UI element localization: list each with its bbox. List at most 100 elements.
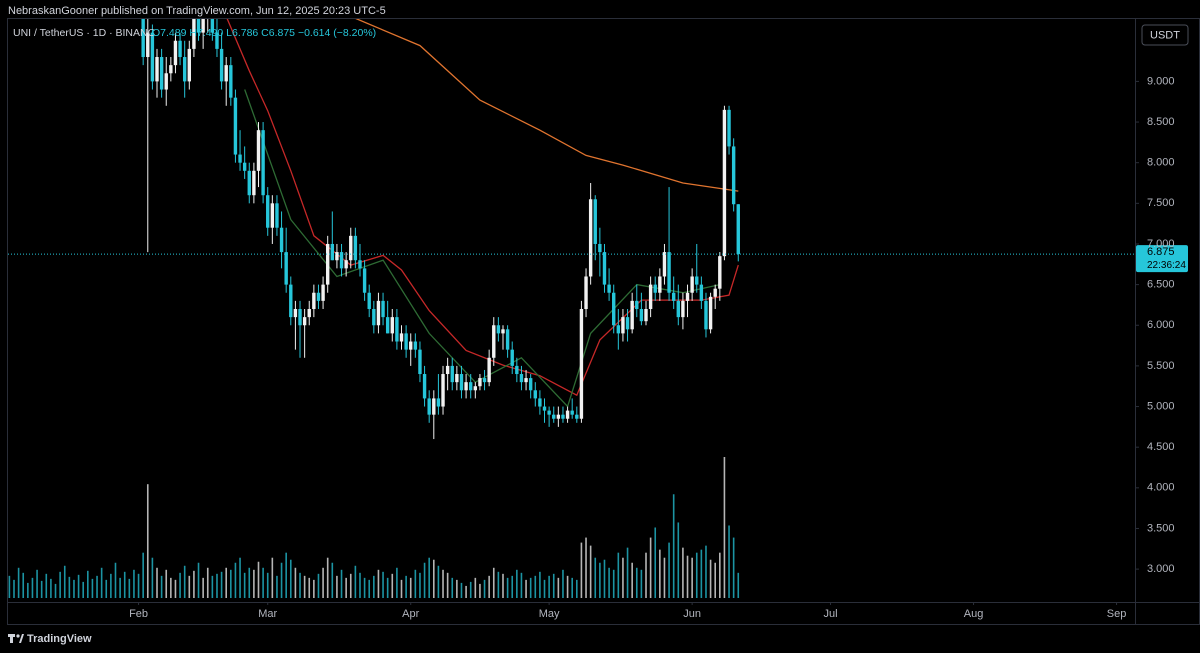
volume-bar: [285, 552, 287, 598]
volume-bar: [105, 579, 108, 598]
volume-bar: [654, 527, 657, 598]
candle-body: [302, 317, 307, 326]
currency-label[interactable]: USDT: [1150, 29, 1180, 41]
volume-bar: [557, 577, 560, 598]
currency-button[interactable]: [1141, 24, 1189, 46]
x-tick-label: Sep: [1107, 608, 1127, 620]
volume-bar: [548, 575, 550, 598]
candle-body: [690, 276, 694, 293]
candle-body: [469, 382, 473, 391]
volume-bar: [160, 575, 163, 598]
volume-bar: [520, 572, 523, 598]
candle-body: [215, 32, 219, 49]
volume-bar: [211, 575, 214, 598]
candle-body: [685, 292, 690, 301]
candle-body: [519, 374, 524, 383]
candle-body: [538, 398, 542, 407]
ohlc-legend: O7.489 H7.490 L6.786 C6.875 −0.614 (−8.2…: [152, 27, 376, 39]
candle-body: [584, 276, 588, 309]
volume-bar: [31, 577, 34, 598]
volume-bar: [326, 557, 329, 598]
candle-body: [598, 243, 602, 253]
volume-bar: [8, 575, 11, 598]
y-tick-label: 7.500: [1147, 197, 1175, 209]
volume-bar: [82, 581, 84, 598]
candle-body: [718, 256, 722, 289]
candle-body: [362, 268, 367, 293]
volume-bar: [303, 575, 306, 598]
candle-body: [173, 40, 178, 66]
candle-body: [210, 19, 215, 33]
volume-bar: [539, 571, 541, 598]
volume-bar: [110, 573, 112, 598]
y-tick-label: 3.000: [1147, 563, 1175, 575]
volume-bar: [68, 576, 71, 598]
volume-bar: [705, 545, 707, 598]
candle-body: [621, 317, 625, 334]
volume-bar: [516, 569, 518, 598]
y-tick-label: 7.000: [1147, 238, 1175, 250]
candle-body: [155, 57, 159, 82]
volume-bar: [432, 559, 435, 598]
volume-bar: [580, 542, 583, 598]
candle-body: [242, 162, 247, 171]
candle-body: [570, 410, 574, 415]
price-badge: [1136, 245, 1188, 273]
candle-body: [146, 32, 150, 58]
volume-bar: [271, 557, 274, 598]
candle-body: [524, 378, 528, 383]
volume-bar: [682, 547, 684, 598]
candle-body: [487, 357, 491, 383]
volume-bar: [368, 579, 371, 598]
candle-body: [671, 292, 676, 301]
candle-body: [505, 329, 510, 350]
volume-bar: [649, 537, 652, 598]
volume-bar: [728, 525, 730, 598]
volume-bar: [737, 572, 740, 598]
volume-bar: [248, 567, 251, 598]
candle-body: [607, 284, 611, 293]
candle-body: [192, 19, 196, 49]
candle-body: [289, 284, 293, 318]
volume-bar: [576, 579, 578, 598]
candle-body: [256, 130, 261, 171]
candle-body: [252, 170, 256, 196]
candle-body: [653, 284, 657, 293]
volume-bar: [511, 575, 514, 598]
candle-body: [492, 325, 496, 358]
candle-body: [358, 260, 362, 269]
candle-body: [238, 154, 242, 163]
candle-body: [284, 252, 288, 285]
volume-bar: [280, 562, 283, 598]
volume-bar: [419, 572, 421, 598]
candle-body: [441, 374, 445, 407]
volume-bar: [483, 579, 486, 598]
candle-body: [630, 300, 634, 330]
volume-bar: [359, 572, 361, 598]
volume-bar: [266, 572, 269, 598]
candle-body: [575, 414, 579, 419]
volume-bar: [663, 557, 666, 598]
candle-body: [376, 300, 381, 326]
logo-shape: [8, 634, 15, 637]
x-tick-label: Jul: [823, 608, 837, 620]
volume-bar: [423, 562, 426, 598]
volume-bar: [589, 545, 592, 598]
y-tick-label: 3.500: [1147, 522, 1175, 534]
volume-bar: [617, 552, 620, 598]
overlay: 6.875 22:36:24: [1136, 245, 1188, 273]
volume-bar: [414, 569, 417, 598]
candle-body: [413, 341, 418, 350]
candle-body: [219, 48, 224, 82]
x-tick-label: Mar: [258, 608, 277, 620]
candle-body: [635, 300, 639, 309]
volume-bar: [709, 559, 712, 598]
candle-body: [432, 398, 436, 415]
volume-bar: [719, 552, 721, 598]
candle-body: [372, 309, 376, 326]
volume-bar: [451, 577, 454, 598]
candle-body: [450, 365, 454, 383]
y-tick-label: 8.500: [1147, 116, 1175, 128]
candle-body: [561, 414, 565, 419]
